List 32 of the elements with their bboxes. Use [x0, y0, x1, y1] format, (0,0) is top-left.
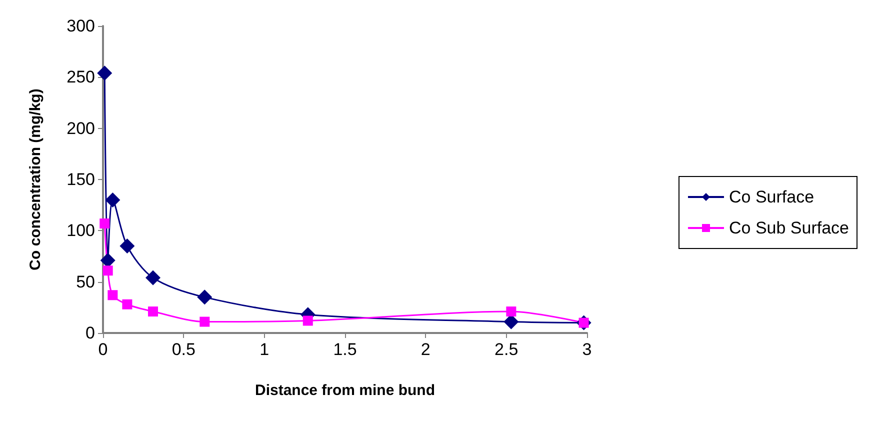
y-tick-label: 100: [66, 221, 95, 240]
x-tick-label: 2.5: [494, 340, 518, 359]
y-tick-label: 200: [66, 118, 95, 138]
x-tick-label: 1.5: [333, 340, 357, 359]
x-tick-label: 0.5: [172, 340, 196, 359]
legend-label: Co Surface: [728, 188, 814, 206]
x-tick-label: 1: [260, 340, 270, 359]
y-tick-label: 150: [66, 170, 95, 189]
point: [506, 306, 516, 317]
legend-label: Co Sub Surface: [728, 218, 850, 238]
point: [120, 238, 135, 254]
point: [302, 316, 313, 326]
y-tick-label: 300: [66, 16, 95, 36]
x-tick-label: 3: [582, 340, 592, 359]
point: [122, 299, 132, 310]
x-axis-title: Distance from mine bund: [254, 382, 436, 399]
point: [200, 316, 210, 327]
point: [105, 192, 120, 208]
point: [97, 66, 112, 81]
y-tick-label: 250: [66, 68, 95, 87]
point: [148, 306, 158, 317]
point: [197, 290, 212, 305]
y-tick-label: 50: [76, 272, 95, 292]
point: [100, 252, 116, 268]
point: [100, 218, 110, 229]
x-tick-label: 0: [98, 340, 108, 359]
point: [102, 266, 113, 276]
point: [108, 290, 118, 300]
y-tick-label: 0: [86, 324, 95, 342]
x-tick-label: 2: [420, 340, 430, 359]
point: [146, 270, 161, 286]
y-axis-title: Co concentration (mg/kg): [27, 88, 44, 270]
